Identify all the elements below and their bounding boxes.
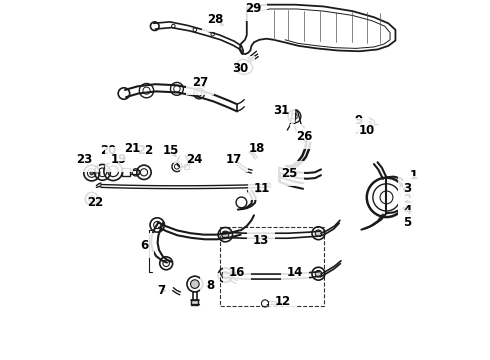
Text: 27: 27 (192, 76, 208, 89)
Text: 16: 16 (229, 266, 245, 279)
Text: 3: 3 (403, 181, 412, 195)
Text: 29: 29 (245, 3, 261, 15)
Text: 30: 30 (233, 62, 249, 75)
Text: 13: 13 (253, 234, 269, 247)
Text: 10: 10 (359, 124, 375, 137)
Text: 24: 24 (186, 153, 202, 166)
Circle shape (191, 280, 199, 288)
Text: 26: 26 (296, 130, 312, 143)
Text: 8: 8 (206, 279, 214, 292)
Circle shape (315, 230, 321, 237)
Circle shape (221, 271, 229, 279)
Circle shape (368, 121, 372, 126)
Text: 2: 2 (403, 193, 412, 206)
Text: 12: 12 (274, 296, 291, 309)
Text: 4: 4 (403, 204, 412, 217)
Text: 7: 7 (157, 284, 166, 297)
Text: 15: 15 (162, 144, 179, 157)
Text: 23: 23 (76, 153, 93, 166)
Polygon shape (191, 300, 198, 305)
Circle shape (315, 270, 321, 277)
Text: 22: 22 (137, 144, 153, 157)
Text: 11: 11 (254, 181, 270, 195)
Text: 6: 6 (140, 239, 148, 252)
Text: 18: 18 (248, 142, 265, 155)
Text: 14: 14 (287, 266, 303, 279)
Text: 9: 9 (355, 113, 364, 126)
Text: 19: 19 (111, 153, 127, 166)
Text: 5: 5 (403, 216, 412, 229)
Text: 17: 17 (226, 153, 243, 166)
Text: 25: 25 (282, 167, 298, 180)
Text: 1: 1 (409, 170, 417, 183)
Text: 31: 31 (273, 104, 289, 117)
Text: 28: 28 (207, 13, 224, 26)
Text: 22: 22 (87, 196, 103, 209)
Circle shape (90, 171, 94, 175)
Text: 20: 20 (100, 144, 116, 157)
Circle shape (221, 231, 229, 238)
Text: 21: 21 (124, 142, 140, 155)
